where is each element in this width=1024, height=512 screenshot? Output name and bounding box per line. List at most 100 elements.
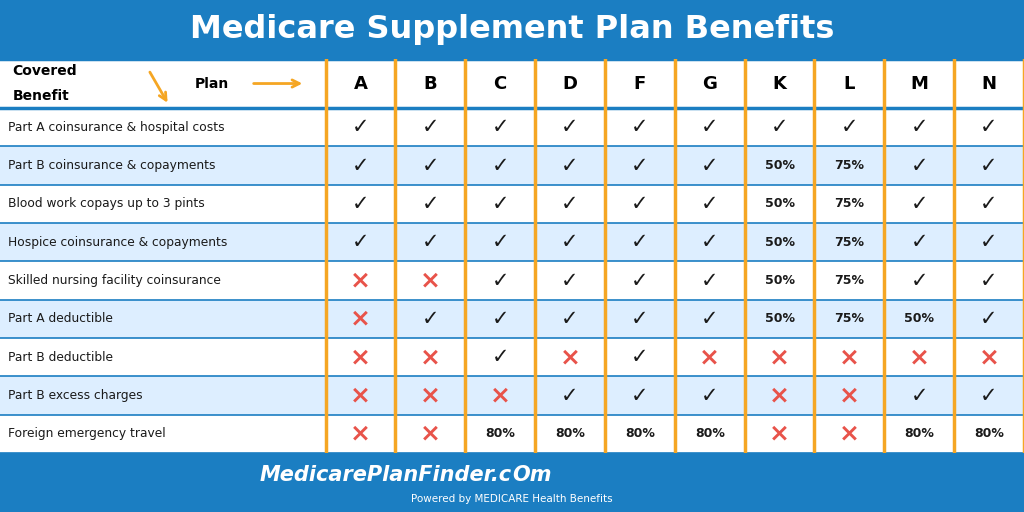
Text: Foreign emergency travel: Foreign emergency travel [8, 428, 166, 440]
Text: 50%: 50% [904, 312, 934, 326]
Text: 75%: 75% [835, 312, 864, 326]
Text: 80%: 80% [974, 428, 1004, 440]
Text: ✓: ✓ [701, 386, 719, 406]
Text: Blood work copays up to 3 pints: Blood work copays up to 3 pints [8, 198, 205, 210]
Text: ✓: ✓ [561, 271, 579, 291]
Text: ✓: ✓ [910, 117, 928, 137]
Text: Part B deductible: Part B deductible [8, 351, 114, 364]
Text: 75%: 75% [835, 159, 864, 172]
Text: ✓: ✓ [631, 117, 648, 137]
Text: Skilled nursing facility coinsurance: Skilled nursing facility coinsurance [8, 274, 221, 287]
Text: ×: × [979, 345, 999, 369]
Text: ✓: ✓ [701, 271, 719, 291]
Text: Part A coinsurance & hospital costs: Part A coinsurance & hospital costs [8, 121, 225, 134]
Text: ×: × [420, 422, 441, 446]
Bar [0, 300, 1024, 338]
Text: ✓: ✓ [631, 347, 648, 367]
Text: ✓: ✓ [910, 271, 928, 291]
Text: ×: × [769, 383, 791, 408]
Text: Hospice coinsurance & copayments: Hospice coinsurance & copayments [8, 236, 227, 249]
Bar [0, 59, 1024, 108]
Text: ×: × [350, 307, 371, 331]
Text: ✓: ✓ [631, 194, 648, 214]
Text: ✓: ✓ [631, 156, 648, 176]
Text: ✓: ✓ [980, 386, 997, 406]
Text: 80%: 80% [485, 428, 515, 440]
Text: ✓: ✓ [561, 309, 579, 329]
Text: ✓: ✓ [910, 386, 928, 406]
Text: Om: Om [512, 465, 552, 485]
Text: ×: × [350, 422, 371, 446]
Text: ✓: ✓ [910, 232, 928, 252]
Text: ×: × [769, 422, 791, 446]
Text: ×: × [908, 345, 930, 369]
Text: ×: × [420, 269, 441, 293]
Text: ✓: ✓ [980, 309, 997, 329]
Bar [0, 223, 1024, 262]
Text: 80%: 80% [904, 428, 934, 440]
Text: Plan: Plan [195, 76, 228, 91]
Text: ✓: ✓ [352, 156, 370, 176]
Text: MedicarePlanFinder.c: MedicarePlanFinder.c [260, 465, 512, 485]
Text: ✓: ✓ [492, 232, 509, 252]
Text: ✓: ✓ [631, 386, 648, 406]
Text: ×: × [420, 383, 441, 408]
Text: ×: × [699, 345, 720, 369]
Text: ✓: ✓ [980, 117, 997, 137]
Text: ✓: ✓ [422, 117, 439, 137]
Text: ✓: ✓ [980, 232, 997, 252]
Text: F: F [634, 75, 646, 93]
Text: ✓: ✓ [980, 194, 997, 214]
Text: 50%: 50% [765, 159, 795, 172]
Text: ✓: ✓ [561, 194, 579, 214]
Text: ×: × [420, 345, 441, 369]
Text: ✓: ✓ [352, 232, 370, 252]
Text: ✓: ✓ [561, 117, 579, 137]
Bar [0, 185, 1024, 223]
Text: ✓: ✓ [422, 156, 439, 176]
Text: Benefit: Benefit [12, 89, 69, 103]
Text: ✓: ✓ [701, 117, 719, 137]
Text: ✓: ✓ [631, 271, 648, 291]
Text: ×: × [489, 383, 511, 408]
Text: ✓: ✓ [492, 117, 509, 137]
Text: Part A deductible: Part A deductible [8, 312, 113, 326]
Text: ×: × [839, 383, 860, 408]
Text: ✓: ✓ [701, 232, 719, 252]
Text: M: M [910, 75, 928, 93]
Text: ✓: ✓ [841, 117, 858, 137]
Text: Part B excess charges: Part B excess charges [8, 389, 142, 402]
Text: 75%: 75% [835, 198, 864, 210]
Text: 50%: 50% [765, 198, 795, 210]
Text: L: L [844, 75, 855, 93]
Text: A: A [353, 75, 368, 93]
Text: ×: × [350, 269, 371, 293]
Text: ✓: ✓ [701, 309, 719, 329]
Bar [0, 338, 1024, 376]
Text: ×: × [350, 345, 371, 369]
Text: ✓: ✓ [561, 156, 579, 176]
Bar [0, 108, 1024, 146]
Text: 75%: 75% [835, 274, 864, 287]
Text: 50%: 50% [765, 274, 795, 287]
Text: ×: × [559, 345, 581, 369]
Bar [0, 146, 1024, 185]
Text: ✓: ✓ [422, 194, 439, 214]
Text: ✓: ✓ [352, 194, 370, 214]
Text: G: G [702, 75, 717, 93]
Text: B: B [424, 75, 437, 93]
Text: ✓: ✓ [492, 194, 509, 214]
Text: ✓: ✓ [492, 309, 509, 329]
Text: Part B coinsurance & copayments: Part B coinsurance & copayments [8, 159, 216, 172]
Text: ✓: ✓ [561, 232, 579, 252]
Text: ✓: ✓ [492, 156, 509, 176]
Text: ✓: ✓ [561, 386, 579, 406]
Text: 80%: 80% [695, 428, 725, 440]
Text: ✓: ✓ [631, 232, 648, 252]
Text: Covered: Covered [12, 64, 77, 78]
Text: Medicare Supplement Plan Benefits: Medicare Supplement Plan Benefits [189, 14, 835, 45]
Text: 80%: 80% [625, 428, 654, 440]
Text: ✓: ✓ [701, 194, 719, 214]
Text: K: K [773, 75, 786, 93]
Text: ✓: ✓ [352, 117, 370, 137]
